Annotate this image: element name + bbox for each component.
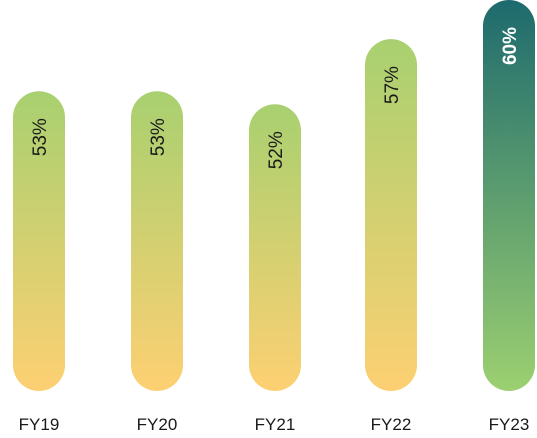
value-label-fy21: 52% [266,131,287,169]
bar-fy19 [13,91,65,391]
category-label-fy19: FY19 [19,415,60,434]
bar-fy20 [131,91,183,391]
category-label-fy21: FY21 [255,415,296,434]
bar-labels-group: 53% 53% 52% 57% 60% [30,27,521,169]
category-label-fy22: FY22 [371,415,412,434]
bars-group [13,0,535,392]
bar-fy21 [249,104,301,392]
value-label-fy22: 57% [382,66,403,104]
value-label-fy20: 53% [148,118,169,156]
category-label-fy20: FY20 [137,415,178,434]
bar-fy22 [365,39,417,391]
category-labels-group: FY19 FY20 FY21 FY22 FY23 [19,415,530,434]
category-label-fy23: FY23 [489,415,530,434]
bar-fy23 [483,0,535,391]
value-label-fy19: 53% [30,118,51,156]
value-label-fy23: 60% [500,27,521,65]
